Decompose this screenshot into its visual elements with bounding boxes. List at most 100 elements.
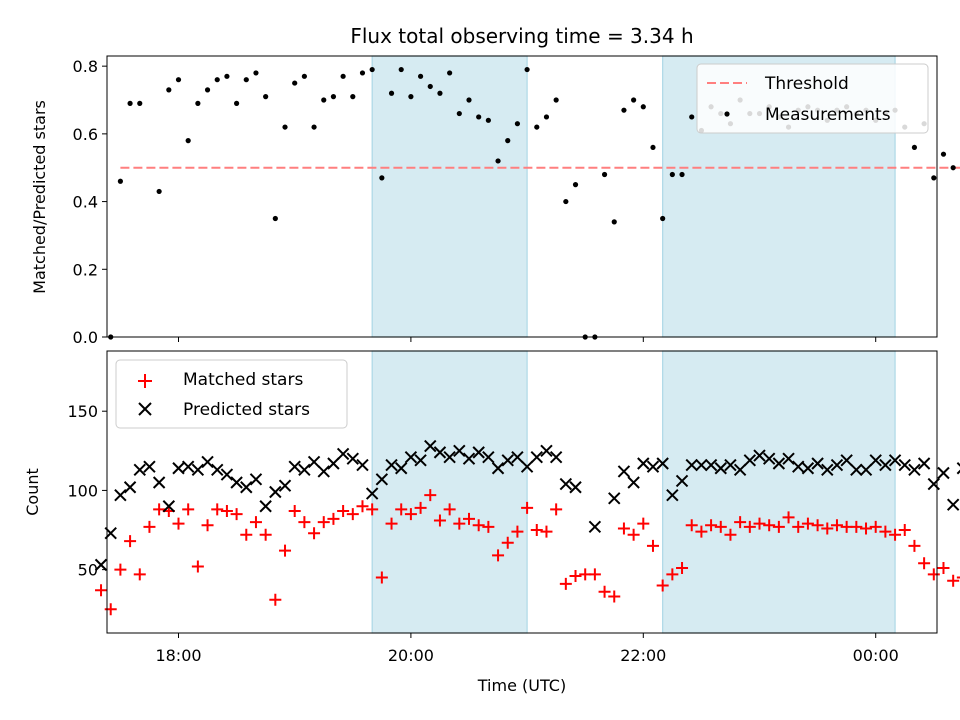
- predicted-star-point: [898, 458, 911, 472]
- predicted-star-point: [821, 463, 834, 477]
- measurement-point: [156, 188, 162, 195]
- matched-star-point: [317, 516, 330, 529]
- matched-star-point: [695, 525, 708, 538]
- predicted-star-point: [424, 439, 437, 453]
- measurement-point: [127, 100, 133, 106]
- predicted-star-point: [956, 462, 960, 475]
- measurement-point: [330, 94, 337, 100]
- measurement-point: [505, 138, 511, 144]
- x-tick-label: 00:00: [853, 646, 899, 665]
- measurement-point: [243, 77, 249, 83]
- matched-star-point: [550, 503, 563, 516]
- measurement-point: [679, 171, 685, 178]
- measurement-point: [359, 70, 366, 76]
- predicted-legend-label: Predicted stars: [183, 400, 310, 420]
- measurement-point: [621, 107, 627, 113]
- predicted-star-point: [704, 458, 718, 472]
- measurement-point: [514, 121, 521, 127]
- matched-star-point: [375, 571, 388, 584]
- predicted-star-point: [491, 462, 505, 475]
- predicted-star-point: [453, 444, 466, 458]
- matched-star-point: [463, 512, 475, 525]
- predicted-stars-series: [94, 439, 960, 572]
- measurement-point: [369, 66, 375, 73]
- matched-star-point: [385, 517, 398, 530]
- predicted-star-point: [811, 457, 824, 470]
- bottom-axis-ticks: 5010015018:0020:0022:0000:0002:0004:0006…: [67, 402, 899, 665]
- measurement-point: [601, 171, 608, 178]
- predicted-star-point: [143, 460, 156, 473]
- predicted-star-point: [908, 463, 921, 477]
- measurement-point: [437, 90, 443, 96]
- measurement-point: [631, 97, 637, 103]
- threshold-legend-label: Threshold: [764, 74, 849, 94]
- predicted-star-point: [801, 462, 815, 475]
- bottom-panel: 5010015018:0020:0022:0000:0002:0004:0006…: [23, 350, 960, 695]
- predicted-star-point: [201, 455, 214, 469]
- predicted-star-point: [588, 520, 602, 534]
- measurement-point: [117, 178, 123, 184]
- matched-legend-label: Matched stars: [183, 370, 303, 390]
- measurement-point: [650, 144, 656, 151]
- matched-star-point: [472, 519, 485, 532]
- bottom-shaded-intervals: [371, 350, 896, 634]
- predicted-star-point: [249, 473, 263, 486]
- matched-star-point: [801, 517, 814, 530]
- matched-star-point: [356, 500, 369, 513]
- matched-star-point: [433, 514, 446, 527]
- predicted-star-point: [269, 485, 282, 499]
- measurement-point: [495, 158, 501, 164]
- predicted-star-point: [685, 458, 698, 472]
- matched-star-point: [656, 579, 669, 592]
- predicted-star-point: [278, 479, 292, 492]
- top-y-axis-label: Matched/Predicted stars: [30, 100, 49, 294]
- predicted-star-point: [395, 462, 408, 475]
- matched-star-point: [453, 517, 466, 530]
- matched-star-point: [143, 520, 156, 533]
- measurement-point: [524, 66, 530, 73]
- predicted-star-point: [840, 454, 853, 467]
- matched-star-point: [753, 517, 766, 530]
- matched-star-point: [211, 503, 224, 516]
- measurement-point: [388, 90, 395, 96]
- predicted-star-point: [946, 498, 960, 511]
- predicted-star-point: [356, 458, 369, 472]
- matched-star-point: [598, 585, 611, 598]
- measurement-point: [572, 182, 579, 188]
- predicted-star-point: [365, 487, 379, 500]
- measurement-point: [553, 97, 559, 103]
- bottom-y-tick-label: 50: [78, 561, 98, 580]
- x-tick-label: 18:00: [155, 646, 201, 665]
- matched-star-point: [676, 562, 689, 575]
- predicted-star-point: [917, 457, 931, 470]
- matched-star-point: [298, 516, 311, 529]
- measurement-point: [447, 70, 453, 76]
- predicted-star-point: [123, 481, 137, 494]
- matched-star-point: [792, 520, 805, 533]
- matched-star-point: [230, 508, 243, 521]
- predicted-star-point: [462, 452, 476, 465]
- measurement-point: [660, 215, 666, 222]
- matched-star-point: [918, 557, 931, 570]
- measurement-point: [427, 83, 433, 90]
- matched-star-point: [492, 549, 505, 562]
- predicted-star-point: [501, 454, 514, 467]
- predicted-star-point: [317, 465, 330, 478]
- predicted-star-point: [656, 457, 669, 470]
- matched-star-point: [153, 503, 166, 516]
- predicted-star-point: [162, 500, 176, 513]
- predicted-star-point: [859, 463, 873, 477]
- measurement-point: [263, 94, 269, 100]
- predicted-star-point: [230, 476, 243, 489]
- measurement-point: [204, 87, 211, 93]
- top-y-tick-label: 0.2: [73, 260, 98, 279]
- matched-star-point: [637, 517, 650, 530]
- matched-star-point: [937, 562, 950, 575]
- x-axis-label: Time (UTC): [477, 676, 566, 695]
- matched-star-point: [114, 563, 127, 576]
- matched-star-point: [269, 593, 282, 606]
- predicted-star-point: [646, 460, 660, 473]
- measurement-point: [224, 73, 230, 79]
- matched-star-point: [724, 528, 737, 541]
